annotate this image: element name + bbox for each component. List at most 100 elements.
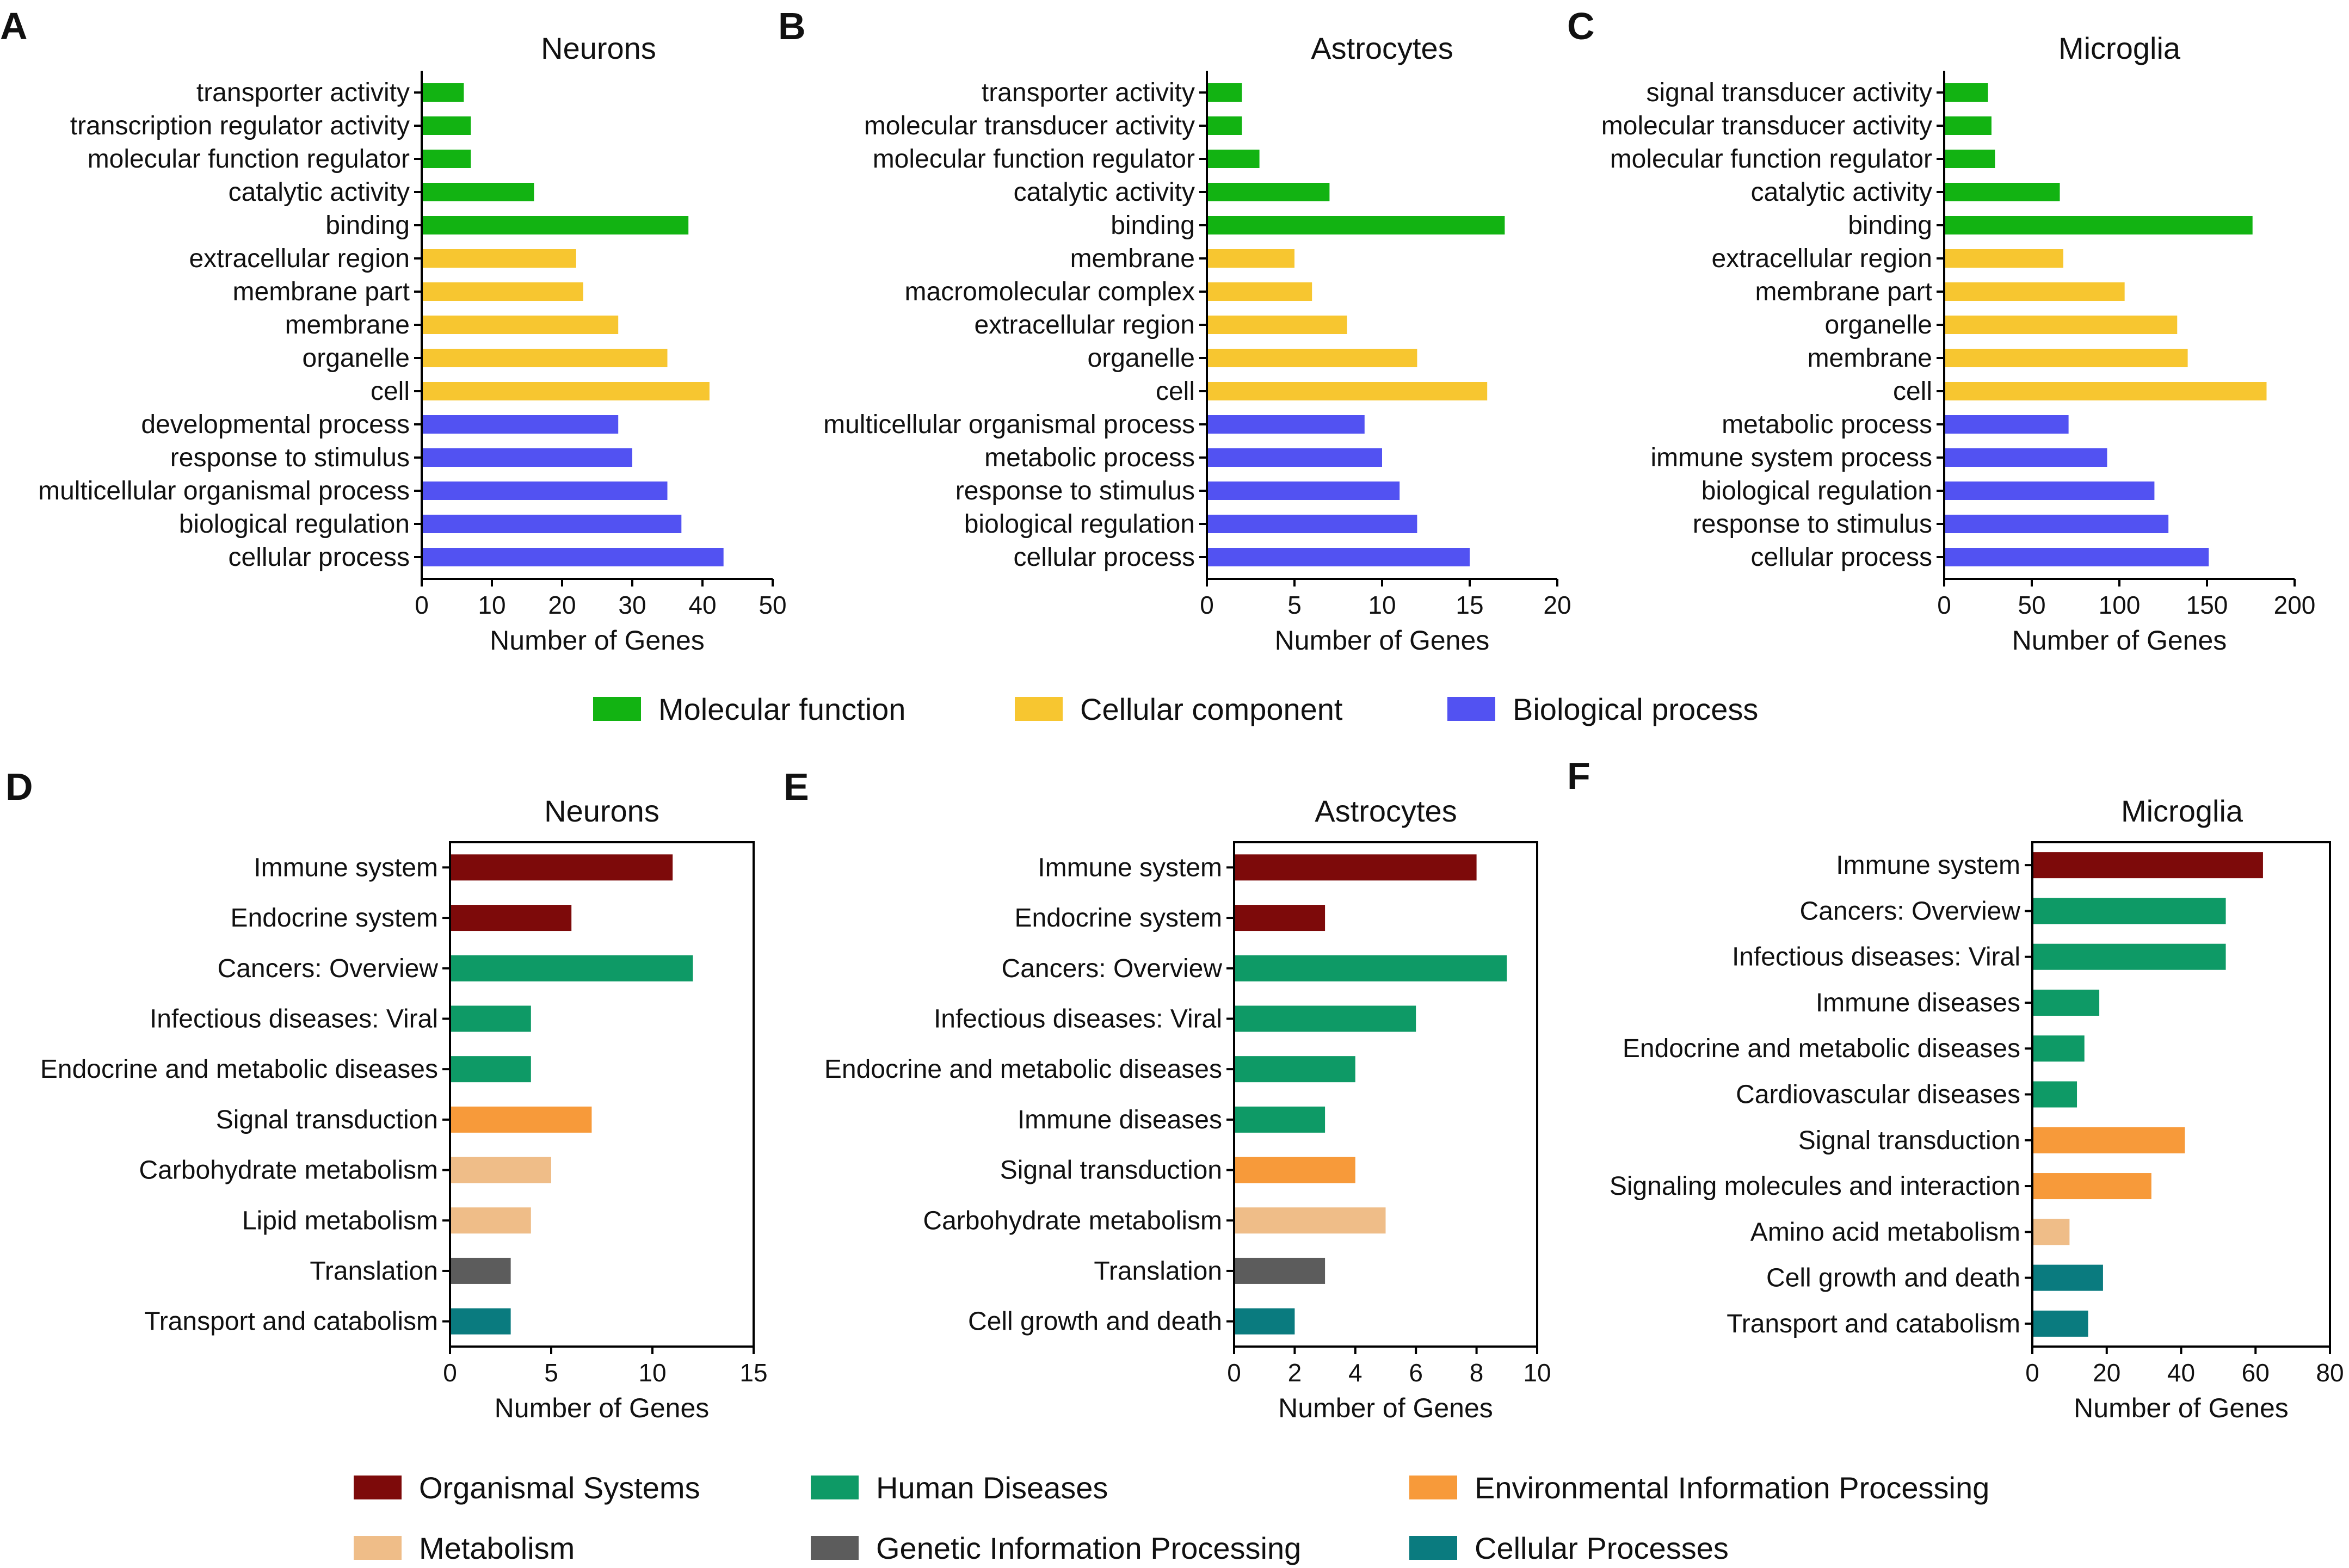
legend-swatch (811, 1536, 859, 1560)
bar-5-2 (2032, 943, 2226, 970)
x-tick-label: 10 (1523, 1359, 1551, 1387)
bar-4-8 (1234, 1257, 1325, 1284)
category-label: Signal transduction (216, 1106, 438, 1134)
x-tick-label: 40 (688, 591, 716, 619)
x-tick-label: 200 (2274, 591, 2316, 619)
bar-3-6 (450, 1157, 551, 1183)
panel-letter: C (1567, 5, 1595, 47)
x-axis-label: Number of Genes (2012, 625, 2227, 656)
plot-frame (1233, 841, 1538, 1348)
bar-0-11 (422, 448, 632, 467)
category-label: cellular process (1014, 543, 1195, 572)
legend-label: Genetic Information Processing (876, 1531, 1301, 1565)
x-tick-label: 6 (1409, 1359, 1423, 1387)
plot-frame (449, 841, 755, 1348)
bar-0-8 (422, 349, 668, 367)
x-tick-label: 50 (759, 591, 786, 619)
category-label: cell (1156, 377, 1195, 406)
chart-title: Neurons (544, 794, 659, 828)
category-label: organelle (1825, 311, 1932, 339)
panel-letter: F (1567, 755, 1590, 797)
category-label: multicellular organismal process (823, 410, 1195, 439)
category-label: binding (325, 211, 410, 240)
category-label: Translation (1094, 1257, 1222, 1286)
bar-1-5 (1207, 249, 1294, 268)
category-label: Infectious diseases: Viral (1732, 943, 2020, 972)
category-label: extracellular region (189, 244, 410, 273)
bar-2-12 (1944, 481, 2155, 500)
category-label: Immune system (1038, 853, 1222, 882)
chart-title: Microglia (2121, 794, 2243, 828)
bar-4-0 (1234, 854, 1477, 881)
bar-2-13 (1944, 515, 2169, 533)
bar-0-12 (422, 481, 668, 500)
category-label: cellular process (229, 543, 410, 572)
category-label: developmental process (141, 410, 410, 439)
category-label: catalytic activity (1751, 178, 1932, 207)
x-tick-label: 0 (1227, 1359, 1241, 1387)
category-label: extracellular region (974, 311, 1195, 339)
bar-2-11 (1944, 448, 2107, 467)
category-label: Immune system (1836, 851, 2020, 880)
category-label: Immune diseases (1816, 989, 2020, 1017)
x-tick-label: 0 (1200, 591, 1214, 619)
category-label: catalytic activity (1014, 178, 1195, 207)
bar-4-7 (1234, 1207, 1386, 1234)
bar-0-7 (422, 316, 619, 334)
bar-5-1 (2032, 898, 2226, 924)
category-label: metabolic process (984, 443, 1195, 472)
category-label: transporter activity (196, 78, 410, 107)
category-label: Cancers: Overview (1800, 897, 2021, 925)
x-tick-label: 20 (2093, 1359, 2120, 1387)
x-tick-label: 80 (2316, 1359, 2344, 1387)
bar-5-7 (2032, 1173, 2151, 1200)
x-tick-label: 0 (415, 591, 429, 619)
bar-3-3 (450, 1005, 531, 1032)
bar-1-4 (1207, 216, 1505, 234)
bar-3-9 (450, 1308, 511, 1335)
bar-4-5 (1234, 1106, 1325, 1133)
category-label: Signaling molecules and interaction (1610, 1172, 2020, 1201)
bar-0-13 (422, 515, 682, 533)
bar-5-4 (2032, 1035, 2085, 1062)
bar-1-8 (1207, 349, 1417, 367)
bar-4-9 (1234, 1308, 1295, 1335)
legend-swatch (1409, 1536, 1457, 1560)
category-label: Infectious diseases: Viral (150, 1004, 438, 1033)
bar-2-1 (1944, 116, 1992, 135)
x-tick-label: 0 (1937, 591, 1951, 619)
bar-0-5 (422, 249, 576, 268)
category-label: Signal transduction (1000, 1156, 1222, 1185)
category-label: cell (1893, 377, 1932, 406)
x-tick-label: 0 (2025, 1359, 2039, 1387)
category-label: extracellular region (1711, 244, 1932, 273)
x-tick-label: 40 (2167, 1359, 2195, 1387)
bar-3-5 (450, 1106, 592, 1133)
legend-label: Cellular component (1080, 692, 1343, 726)
bar-5-6 (2032, 1127, 2185, 1153)
legend-swatch (593, 697, 641, 721)
bar-2-2 (1944, 150, 1995, 168)
chart-title: Astrocytes (1311, 31, 1453, 65)
legend-swatch (1409, 1476, 1457, 1499)
legend-label: Human Diseases (876, 1471, 1108, 1505)
bar-3-1 (450, 905, 572, 931)
bar-1-12 (1207, 481, 1400, 500)
x-tick-label: 20 (1543, 591, 1571, 619)
bar-4-6 (1234, 1157, 1355, 1183)
x-tick-label: 4 (1348, 1359, 1362, 1387)
legend-label: Cellular Processes (1475, 1531, 1729, 1565)
category-label: biological regulation (1701, 477, 1932, 505)
bar-0-2 (422, 150, 471, 168)
category-label: Immune diseases (1018, 1106, 1222, 1134)
category-label: biological regulation (964, 510, 1195, 539)
category-label: Transport and catabolism (1727, 1310, 2020, 1338)
legend-label: Organismal Systems (419, 1471, 700, 1505)
category-label: Cancers: Overview (1002, 954, 1223, 983)
bar-3-7 (450, 1207, 531, 1234)
legend-swatch (811, 1476, 859, 1499)
bar-2-14 (1944, 548, 2209, 566)
bar-0-6 (422, 282, 583, 301)
category-label: transcription regulator activity (70, 112, 410, 140)
